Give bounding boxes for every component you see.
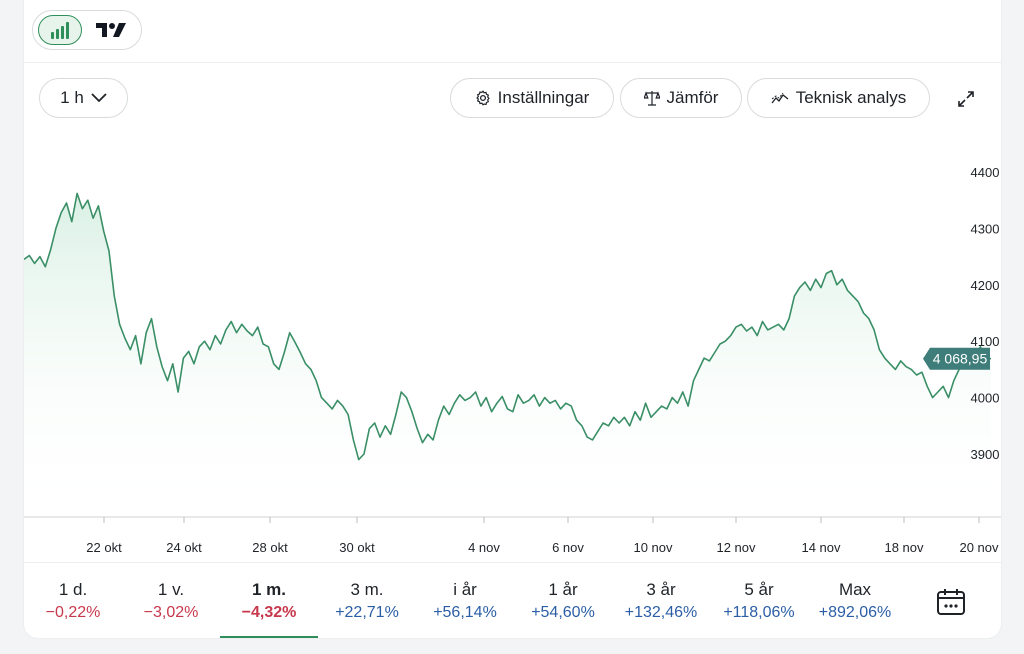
period-tab-2[interactable]: 1 m. −4,32% bbox=[220, 563, 318, 638]
gear-icon bbox=[475, 90, 490, 106]
period-tab-change: +132,46% bbox=[624, 604, 698, 621]
period-tab-1[interactable]: 1 v. −3,02% bbox=[122, 563, 220, 638]
chart-card: 1 h Inställningar Jämför Teknisk analys … bbox=[24, 0, 1001, 638]
compare-label: Jämför bbox=[666, 88, 719, 107]
price-chart[interactable]: 22 okt 24 okt 28 okt 30 okt 4 nov 6 nov 10 nov… bbox=[24, 0, 1001, 562]
y-tick-label: 4200 bbox=[971, 278, 1000, 293]
period-tabs: 1 d. −0,22% 1 v. −3,02% 1 m. −4,32% 3 m. +22,71… bbox=[24, 562, 1001, 638]
indicator-line-icon bbox=[771, 92, 789, 104]
bar-chart-icon bbox=[51, 22, 69, 39]
compare-button[interactable]: Jämför bbox=[620, 78, 742, 118]
period-tab-7[interactable]: 5 år +118,06% bbox=[710, 563, 808, 638]
y-tick-label: 4400 bbox=[971, 165, 1000, 180]
calendar-icon bbox=[937, 589, 965, 615]
period-tab-change: +56,14% bbox=[433, 604, 497, 621]
x-tick-label: 22 okt bbox=[86, 540, 122, 555]
period-tab-label: i år bbox=[453, 580, 477, 599]
period-tab-0[interactable]: 1 d. −0,22% bbox=[24, 563, 122, 638]
period-tab-label: 5 år bbox=[744, 580, 774, 599]
period-tab-change: +54,60% bbox=[531, 604, 595, 621]
chart-area-fill bbox=[24, 193, 991, 517]
y-tick-label: 4000 bbox=[971, 391, 1000, 406]
period-tab-8[interactable]: Max +892,06% bbox=[806, 563, 904, 638]
period-tab-5[interactable]: 1 år +54,60% bbox=[514, 563, 612, 638]
y-tick-label: 3900 bbox=[971, 447, 1000, 462]
x-tick-label: 20 nov bbox=[959, 540, 999, 555]
period-tab-change: +22,71% bbox=[335, 604, 399, 621]
tradingview-chart-button[interactable] bbox=[89, 15, 133, 45]
period-tab-change: −3,02% bbox=[143, 604, 199, 621]
price-line bbox=[24, 192, 992, 461]
period-tab-label: Max bbox=[838, 580, 872, 599]
settings-label: Inställningar bbox=[497, 88, 590, 107]
x-tick-label: 30 okt bbox=[339, 540, 375, 555]
current-price-label: 4 068,95 bbox=[933, 351, 988, 367]
fullscreen-button[interactable] bbox=[952, 86, 980, 112]
technical-analysis-button[interactable]: Teknisk analys bbox=[747, 78, 930, 118]
tradingview-logo-icon bbox=[96, 23, 126, 37]
interval-select[interactable]: 1 h bbox=[39, 78, 128, 118]
x-tick-label: 10 nov bbox=[633, 540, 673, 555]
scale-icon bbox=[643, 91, 660, 106]
y-tick-label: 4300 bbox=[971, 221, 1000, 236]
x-tick-label: 24 okt bbox=[166, 540, 202, 555]
period-tab-change: +892,06% bbox=[818, 604, 892, 621]
simple-chart-button[interactable] bbox=[38, 15, 82, 45]
x-tick-label: 6 nov bbox=[552, 540, 584, 555]
period-tab-change: −4,32% bbox=[241, 604, 297, 621]
calendar-button[interactable] bbox=[929, 584, 973, 620]
period-tab-label: 1 år bbox=[548, 580, 578, 599]
current-price-badge: 4 068,95 bbox=[923, 347, 990, 370]
x-tick-label: 12 nov bbox=[716, 540, 756, 555]
interval-label: 1 h bbox=[60, 88, 84, 107]
period-tab-change: −0,22% bbox=[45, 604, 101, 621]
chevron-down-icon bbox=[91, 93, 107, 103]
period-tab-label: 3 år bbox=[646, 580, 676, 599]
period-tab-3[interactable]: 3 m. +22,71% bbox=[318, 563, 416, 638]
period-tab-4[interactable]: i år +56,14% bbox=[416, 563, 514, 638]
period-tab-6[interactable]: 3 år +132,46% bbox=[612, 563, 710, 638]
calendar-wrap bbox=[24, 562, 1001, 638]
period-tab-change: +118,06% bbox=[723, 604, 795, 621]
period-tab-label: 1 v. bbox=[157, 580, 185, 599]
period-tab-label: 3 m. bbox=[350, 580, 384, 599]
x-tick-label: 18 nov bbox=[884, 540, 924, 555]
settings-button[interactable]: Inställningar bbox=[450, 78, 614, 118]
period-tab-label: 1 m. bbox=[251, 580, 287, 599]
x-tick-label: 4 nov bbox=[468, 540, 500, 555]
technical-analysis-label: Teknisk analys bbox=[795, 88, 907, 107]
chart-type-toggle bbox=[32, 10, 142, 50]
x-tick-label: 14 nov bbox=[801, 540, 841, 555]
period-tab-label: 1 d. bbox=[58, 580, 88, 599]
expand-icon bbox=[958, 91, 974, 107]
y-tick-label: 4100 bbox=[971, 334, 1000, 349]
chart-type-bar bbox=[24, 0, 1001, 63]
x-tick-label: 28 okt bbox=[252, 540, 288, 555]
